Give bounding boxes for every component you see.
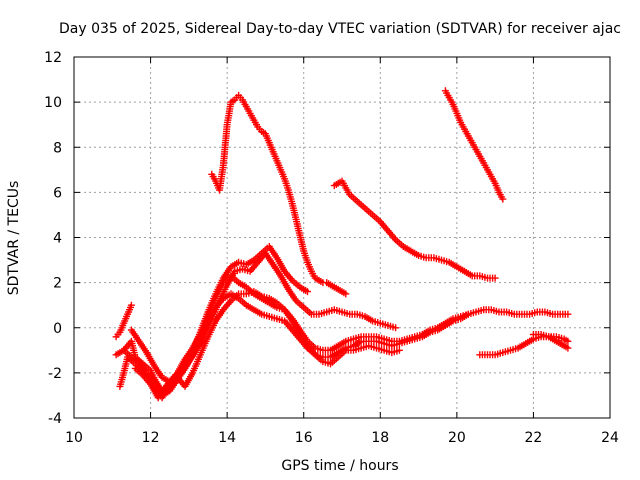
x-tick-label: 24: [601, 430, 619, 446]
x-axis-label: GPS time / hours: [281, 458, 398, 474]
y-tick-label: -2: [48, 366, 62, 382]
series-markers: [208, 91, 350, 298]
series-track-8: [330, 177, 499, 282]
series-markers: [112, 301, 135, 341]
y-tick-label: 0: [53, 321, 62, 337]
series-track-1: [112, 301, 135, 341]
y-axis-label: SDTVAR / TECUs: [6, 181, 22, 296]
series-track-9: [441, 87, 507, 203]
chart-title: Day 035 of 2025, Sidereal Day-to-day VTE…: [59, 21, 621, 37]
y-tick-label: 10: [44, 95, 62, 111]
grid-lines: [74, 57, 610, 418]
y-tick-label: 6: [53, 185, 62, 201]
y-tick-label: 4: [53, 231, 62, 247]
x-tick-label: 22: [525, 430, 543, 446]
y-tick-label: 12: [44, 50, 62, 66]
x-tick-label: 12: [142, 430, 160, 446]
y-tick-label: -4: [48, 411, 62, 427]
y-tick-label: 8: [53, 140, 62, 156]
series-track-11: [529, 331, 572, 352]
series-markers: [529, 331, 572, 352]
x-tick-label: 20: [448, 430, 466, 446]
x-tick-label: 16: [295, 430, 313, 446]
data-series: [112, 87, 572, 402]
series-track-6: [127, 243, 311, 386]
series-markers: [330, 177, 499, 282]
x-tick-label: 14: [218, 430, 236, 446]
series-markers: [127, 243, 311, 386]
x-tick-label: 10: [65, 430, 83, 446]
series-track-7: [208, 91, 350, 298]
series-markers: [441, 87, 507, 203]
x-tick-label: 18: [371, 430, 389, 446]
y-tick-label: 2: [53, 276, 62, 292]
